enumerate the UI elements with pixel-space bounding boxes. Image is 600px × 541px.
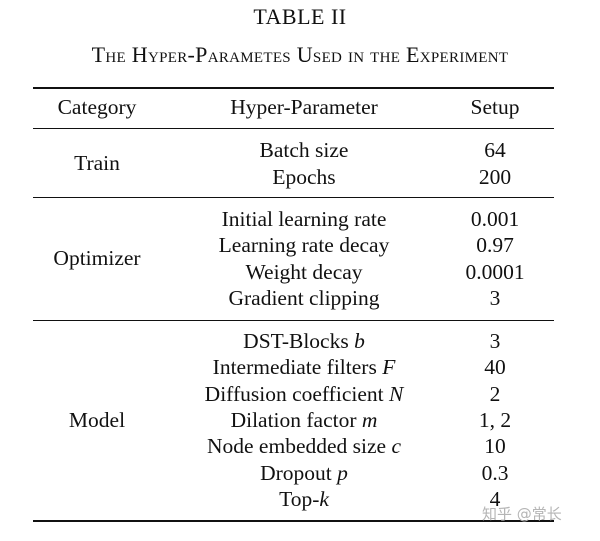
param-learning-rate-decay: Learning rate decay — [218, 233, 390, 257]
setup-epochs: 200 — [478, 165, 512, 189]
param-dropout: Dropout p — [260, 461, 348, 485]
table-number: TABLE II — [253, 4, 347, 29]
symbol-f: F — [382, 355, 396, 379]
setup-learning-rate-decay: 0.97 — [476, 233, 514, 257]
setup-node-embedded-size: 10 — [484, 434, 506, 458]
param-dst-blocks: DST-Blocks b — [243, 329, 365, 353]
setup-top-k: 4 — [489, 487, 501, 511]
setup-dropout: 0.3 — [481, 461, 509, 485]
category-train: Train — [74, 151, 120, 175]
category-optimizer: Optimizer — [53, 246, 141, 270]
param-diffusion-coefficient: Diffusion coefficient N — [204, 382, 404, 406]
param-intermediate-filters: Intermediate filters F — [212, 355, 396, 379]
setup-dst-blocks: 3 — [489, 329, 501, 353]
bottom-rule — [33, 520, 554, 522]
symbol-n: N — [388, 382, 404, 406]
category-model: Model — [68, 408, 126, 432]
header-category: Category — [57, 95, 137, 119]
param-batch-size: Batch size — [259, 138, 349, 162]
param-epochs: Epochs — [272, 165, 336, 189]
setup-intermediate-filters: 40 — [484, 355, 506, 379]
param-dilation-factor: Dilation factor m — [230, 408, 378, 432]
setup-diffusion-coefficient: 2 — [489, 382, 501, 406]
param-initial-learning-rate: Initial learning rate — [221, 207, 387, 231]
symbol-m: m — [361, 408, 378, 432]
param-node-embedded-size: Node embedded size c — [206, 434, 402, 458]
symbol-b: b — [354, 329, 365, 353]
setup-initial-learning-rate: 0.001 — [470, 207, 520, 231]
symbol-c: c — [391, 434, 402, 458]
symbol-p: p — [337, 461, 348, 485]
param-top-k: Top-k — [279, 487, 329, 511]
watermark: 知乎 @常长 — [482, 505, 562, 523]
param-gradient-clipping: Gradient clipping — [228, 286, 380, 310]
table-caption: The Hyper-Parametes Used in the Experime… — [91, 42, 509, 67]
param-weight-decay: Weight decay — [245, 260, 363, 284]
header-hyper-parameter: Hyper-Parameter — [230, 95, 378, 119]
setup-weight-decay: 0.0001 — [465, 260, 525, 284]
optimizer-group-rule — [33, 320, 554, 321]
train-group-rule — [33, 197, 554, 198]
top-rule — [33, 87, 554, 89]
header-rule — [33, 128, 554, 129]
header-setup: Setup — [470, 95, 520, 119]
setup-dilation-factor: 1, 2 — [478, 408, 512, 432]
setup-gradient-clipping: 3 — [489, 286, 501, 310]
symbol-k: k — [319, 487, 329, 511]
setup-batch-size: 64 — [484, 138, 506, 162]
